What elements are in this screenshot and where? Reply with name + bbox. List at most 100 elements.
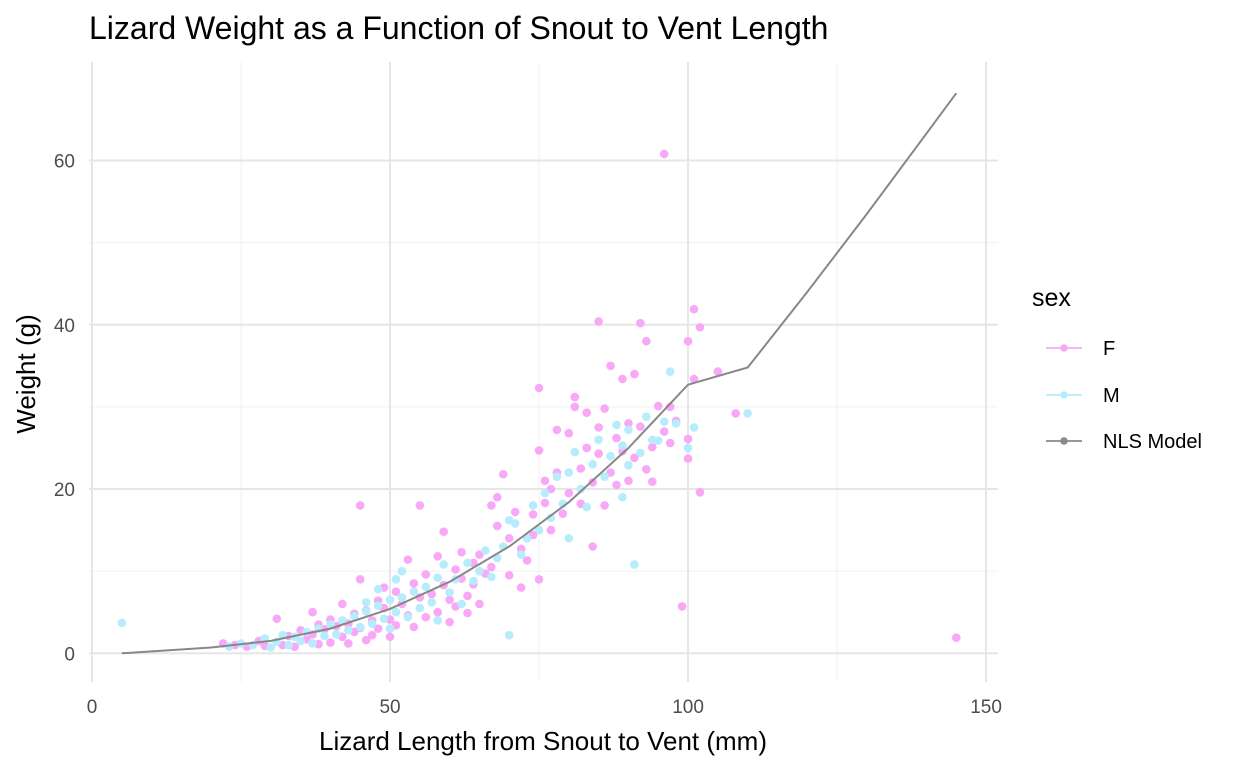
data-point-f <box>487 562 496 572</box>
data-point-f <box>594 423 603 432</box>
data-point-f <box>469 558 478 568</box>
data-point-f <box>463 608 472 618</box>
data-point-m <box>343 625 353 635</box>
data-point-m <box>266 643 276 652</box>
legend-label-f: F <box>1103 338 1115 360</box>
data-point-m <box>624 460 633 470</box>
data-point-m <box>552 472 562 482</box>
nls-model-line <box>121 92 958 655</box>
data-point-f <box>683 336 693 346</box>
model-line <box>121 92 958 655</box>
data-point-m <box>355 622 365 632</box>
data-point-f <box>326 638 335 647</box>
data-point-f <box>457 547 466 557</box>
legend-entry-f: F <box>1046 338 1115 360</box>
data-point-m <box>409 587 419 596</box>
data-point-f <box>665 438 675 448</box>
y-tick-label: 0 <box>64 644 75 665</box>
data-point-f <box>636 318 645 328</box>
data-point-m <box>397 566 407 576</box>
data-point-m <box>332 630 341 639</box>
legend-entry-m: M <box>1046 385 1120 407</box>
axis-ticks: 0 50 100 150 0 20 40 60 <box>54 152 1002 718</box>
data-point-f <box>689 374 699 384</box>
x-tick-label: 0 <box>87 697 98 718</box>
data-point-m <box>570 447 580 457</box>
data-point-m <box>379 614 389 624</box>
data-point-f <box>355 575 365 584</box>
data-point-f <box>588 542 597 551</box>
data-point-f <box>647 442 657 452</box>
data-point-f <box>528 510 538 519</box>
plot-grid <box>89 62 998 682</box>
data-point-f <box>642 336 651 346</box>
data-point-f <box>683 434 693 444</box>
data-point-m <box>338 616 347 625</box>
data-point-f <box>504 533 514 543</box>
data-point-m <box>326 620 335 629</box>
data-point-f <box>570 402 580 412</box>
data-point-f <box>433 552 442 561</box>
data-point-f <box>564 428 574 438</box>
data-point-f <box>558 509 568 518</box>
data-point-f <box>355 501 365 510</box>
data-point-m <box>528 501 538 510</box>
data-point-m <box>367 619 377 628</box>
data-point-f <box>475 599 484 609</box>
data-point-f <box>445 595 454 605</box>
data-point-m <box>642 412 651 422</box>
data-point-f <box>689 304 699 314</box>
data-point-f <box>409 622 419 632</box>
data-point-f <box>606 361 615 371</box>
data-point-f <box>463 591 472 601</box>
data-point-m <box>630 560 639 569</box>
data-point-m <box>361 598 371 607</box>
data-point-f <box>636 422 645 431</box>
data-point-f <box>713 367 723 376</box>
data-point-m <box>665 367 675 376</box>
data-point-f <box>630 453 639 463</box>
data-point-m <box>117 618 127 628</box>
data-point-m <box>433 616 442 625</box>
y-axis-title: Weight (g) <box>11 314 41 433</box>
data-point-m <box>284 640 293 650</box>
data-point-m <box>540 488 550 498</box>
data-point-m <box>522 533 532 543</box>
data-point-f <box>653 401 663 411</box>
legend-label-nls-model: NLS Model <box>1103 431 1202 453</box>
data-point-f <box>391 587 401 596</box>
data-point-f <box>493 492 502 502</box>
data-point-m <box>582 502 592 512</box>
y-tick-label: 40 <box>54 316 75 337</box>
data-point-m <box>385 595 395 605</box>
data-point-m <box>510 519 520 528</box>
x-tick-label: 100 <box>672 697 704 718</box>
data-point-f <box>630 369 639 379</box>
data-point-f <box>522 556 532 565</box>
data-point-f <box>493 521 502 531</box>
data-point-m <box>576 484 586 494</box>
data-point-m <box>391 575 401 584</box>
data-point-f <box>647 477 657 486</box>
data-point-f <box>612 480 621 490</box>
data-point-f <box>642 465 651 474</box>
data-point-f <box>600 404 609 413</box>
data-point-m <box>439 560 448 569</box>
data-point-f <box>594 449 603 459</box>
data-point-m <box>433 573 442 583</box>
legend-key-f-dot <box>1060 344 1068 352</box>
data-point-f <box>534 446 544 455</box>
data-point-f <box>373 624 383 633</box>
data-point-m <box>373 584 383 594</box>
data-point-f <box>433 607 442 617</box>
data-point-f <box>403 555 413 564</box>
data-point-f <box>594 317 603 326</box>
legend-key-m-dot <box>1060 391 1068 399</box>
data-point-f <box>343 639 353 648</box>
x-tick-label: 150 <box>970 697 1002 718</box>
data-point-f <box>534 383 544 393</box>
data-point-m <box>600 472 609 482</box>
data-point-f <box>731 409 741 418</box>
data-point-f <box>624 476 633 486</box>
data-point-f <box>677 602 687 611</box>
